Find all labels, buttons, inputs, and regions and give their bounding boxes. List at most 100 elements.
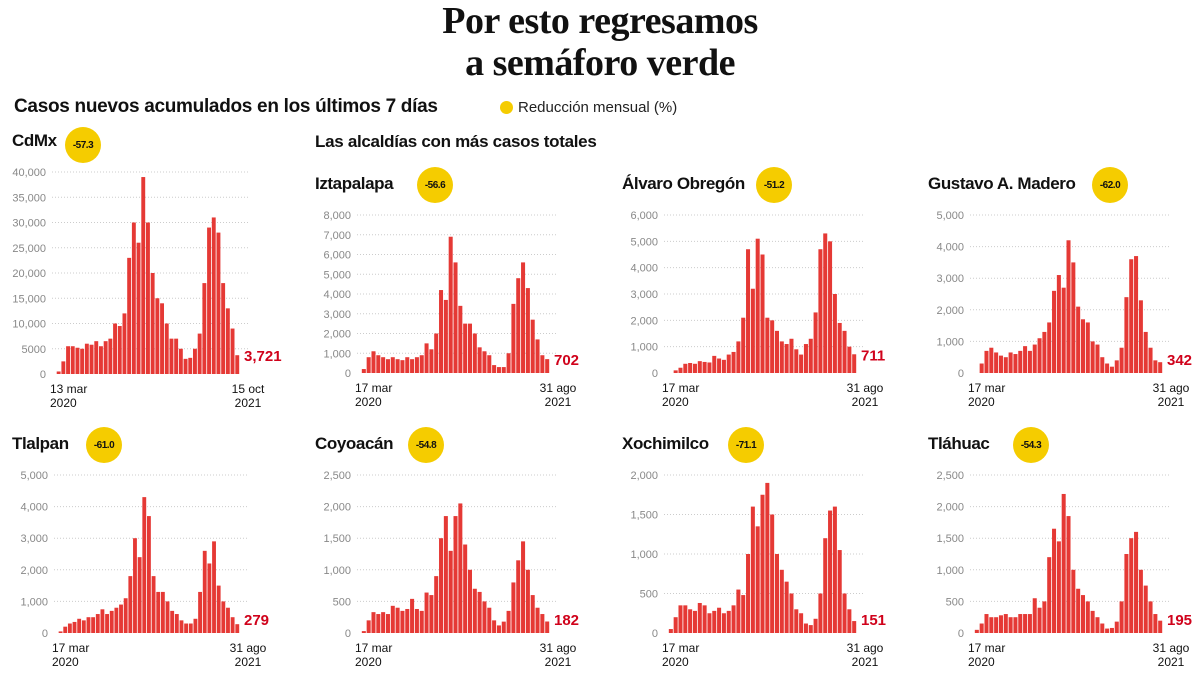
bar [424, 592, 429, 633]
bar [808, 338, 813, 373]
bar [414, 608, 419, 633]
bar [818, 593, 823, 633]
bar [1138, 300, 1143, 373]
bar [1052, 290, 1057, 373]
last-value-label: 195 [1167, 612, 1192, 629]
bar [385, 359, 390, 373]
bar [84, 343, 89, 374]
panel-title-gustavo-a-madero: Gustavo A. Madero [928, 174, 1076, 193]
bar [760, 254, 765, 373]
x-end-label: 31 ago [230, 641, 267, 655]
bar [770, 320, 775, 373]
y-tick-label: 500 [946, 596, 964, 608]
bar [1061, 287, 1066, 373]
bar [1095, 617, 1100, 633]
x-start-label: 2020 [355, 395, 382, 409]
x-start-label: 2020 [662, 395, 689, 409]
bar [235, 624, 240, 633]
bar [1134, 256, 1139, 373]
bar [63, 626, 68, 633]
bar [779, 569, 784, 633]
bar [467, 323, 472, 373]
chart-cdmx: 0 5000 10,000 15,000 20,000 25,000 30,000 35,00… [12, 167, 281, 410]
bar [540, 355, 545, 373]
bar [114, 607, 119, 633]
bar [1134, 531, 1139, 633]
x-end-label: 31 ago [540, 381, 577, 395]
bar [1153, 614, 1158, 633]
bar [122, 313, 127, 374]
x-end-label: 31 ago [1153, 641, 1190, 655]
bar [91, 617, 96, 633]
bar [984, 614, 989, 633]
bar [506, 353, 511, 373]
bar [707, 613, 712, 633]
bar [405, 357, 410, 373]
bar [799, 613, 804, 633]
bar [193, 618, 198, 633]
bar [726, 354, 731, 373]
bar [212, 541, 216, 633]
bar [400, 610, 405, 633]
bar [58, 631, 63, 633]
bar [1138, 569, 1143, 633]
bar [1143, 331, 1148, 373]
y-tick-label: 5,000 [323, 269, 351, 281]
bar [410, 359, 415, 373]
bar [381, 357, 386, 373]
reduction-badge-gustavo-a-madero: -62.0 [1092, 167, 1128, 203]
reduction-badge-coyoacan: -54.8 [408, 427, 444, 463]
x-end-label: 31 ago [847, 381, 884, 395]
y-tick-label: 0 [652, 628, 658, 640]
bar [371, 351, 376, 373]
bar [188, 357, 193, 374]
x-start-label: 17 mar [968, 641, 1005, 655]
bar [207, 227, 211, 374]
bar [1085, 601, 1090, 633]
reduction-badge-cdmx: -57.3 [65, 127, 101, 163]
bar [1071, 569, 1076, 633]
bar [692, 363, 697, 373]
y-tick-label: 0 [958, 628, 964, 640]
bar [712, 610, 717, 633]
bar [99, 346, 103, 374]
bar [128, 576, 133, 633]
bar [127, 257, 132, 374]
bar [837, 322, 842, 373]
bar [1023, 614, 1028, 633]
bar [482, 601, 487, 633]
bar [89, 344, 94, 374]
bar [779, 341, 784, 373]
bar [746, 249, 751, 373]
y-tick-label: 4,000 [936, 242, 964, 254]
bar [501, 367, 506, 373]
bar [414, 357, 419, 373]
bar [984, 350, 989, 373]
bar [164, 323, 169, 374]
bar [1056, 275, 1061, 373]
bar [678, 605, 683, 633]
bar [721, 613, 726, 633]
panel-title-coyoacan: Coyoacán [315, 434, 394, 453]
bar [61, 361, 66, 374]
bar [799, 354, 804, 373]
bar [94, 341, 99, 374]
bar [117, 326, 122, 374]
bar [439, 290, 444, 373]
bar [95, 614, 100, 633]
x-start-label: 2020 [968, 655, 995, 669]
bar [1153, 360, 1158, 373]
y-tick-label: 1,500 [936, 533, 964, 545]
bar [750, 506, 755, 633]
bar [467, 569, 472, 633]
bar [151, 576, 156, 633]
last-value-label: 3,721 [244, 348, 282, 365]
title-line-1: Por esto regresamos [442, 0, 758, 42]
bar [183, 358, 188, 374]
bar [443, 299, 448, 373]
bar [989, 617, 994, 633]
bar [381, 612, 386, 633]
